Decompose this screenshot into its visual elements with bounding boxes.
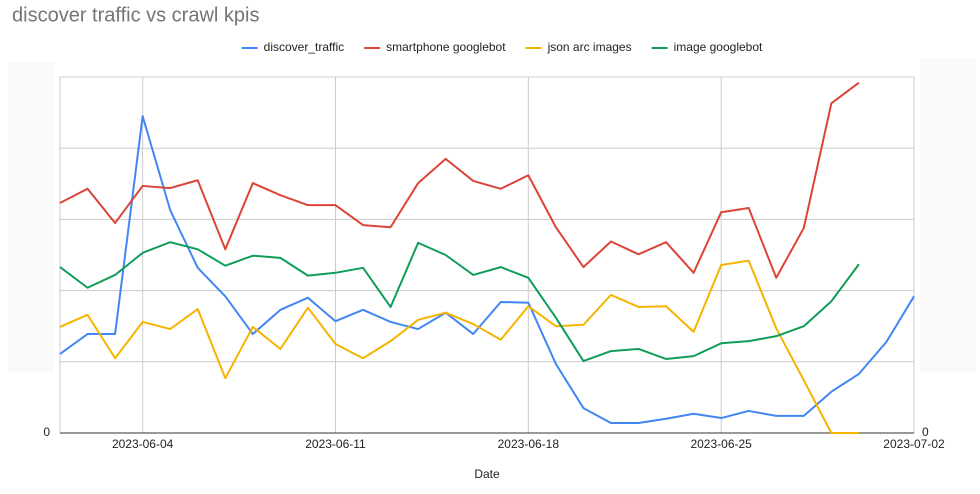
- x-axis-title: Date: [474, 467, 500, 481]
- legend-label: discover_traffic: [264, 40, 344, 54]
- legend-label: smartphone googlebot: [386, 40, 506, 54]
- chart-title: discover traffic vs crawl kpis: [12, 4, 259, 26]
- y-tick-label: 0: [43, 425, 50, 439]
- y2-tick-label: 0: [922, 425, 929, 439]
- axis-mask: [920, 58, 976, 372]
- series-line: [59, 81, 860, 279]
- x-tick-label: 2023-06-18: [498, 437, 560, 451]
- x-tick-label: 2023-06-04: [112, 437, 174, 451]
- axis-mask: [8, 62, 54, 372]
- x-tick-label: 2023-07-02: [883, 437, 945, 451]
- series-line: [59, 259, 859, 434]
- series-line: [59, 241, 860, 363]
- x-tick-label: 2023-06-25: [690, 437, 752, 451]
- legend-label: image googlebot: [674, 40, 763, 54]
- x-tick-label: 2023-06-11: [305, 437, 366, 451]
- legend-label: json arc images: [547, 40, 632, 54]
- series-line: [59, 115, 915, 425]
